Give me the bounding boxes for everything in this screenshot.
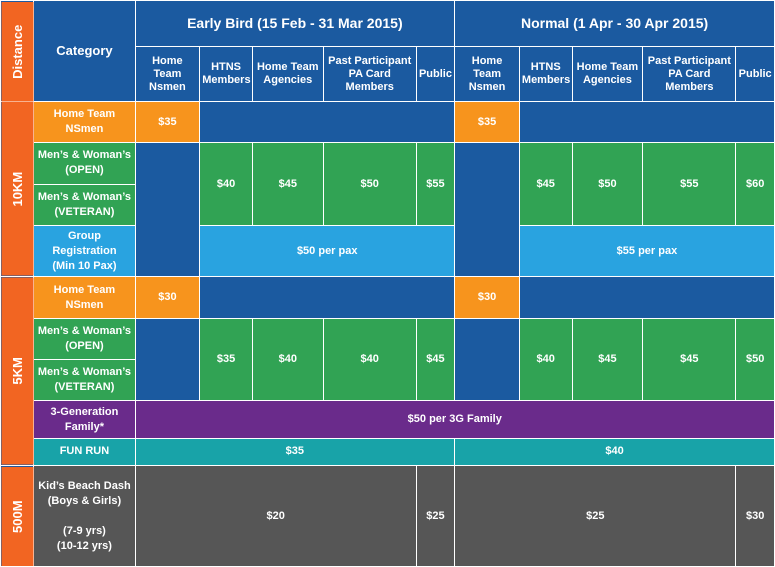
empty-cell — [134, 142, 201, 278]
empty-cell — [199, 100, 456, 144]
price-5km-three-gen: $50 per 3G Family — [134, 400, 775, 439]
normal-col-home-team-agencies: Home Team Agencies — [571, 46, 644, 102]
early-bird-header: Early Bird (15 Feb - 31 Mar 2015) — [134, 0, 456, 48]
empty-cell — [518, 276, 775, 319]
early-col-home-team-agencies: Home Team Agencies — [251, 46, 324, 102]
price-10km-group-early: $50 per pax — [199, 224, 456, 278]
empty-cell — [454, 317, 520, 402]
category-veteran-5km: Men’s & Woman’s (VETERAN) — [33, 359, 136, 402]
price-10km-normal-public: $60 — [735, 142, 775, 226]
price-10km-early-agencies: $45 — [251, 142, 324, 226]
early-col-home-team-nsmen: Home Team Nsmen — [134, 46, 201, 102]
category-kids-beach-dash: Kid’s Beach Dash (Boys & Girls) (7-9 yrs… — [33, 465, 136, 567]
price-10km-group-normal: $55 per pax — [518, 224, 775, 278]
price-5km-normal-public: $50 — [735, 317, 775, 402]
early-col-public: Public — [415, 46, 456, 102]
empty-cell — [134, 317, 201, 402]
price-5km-early-public: $45 — [415, 317, 456, 402]
category-group-registration: Group Registration (Min 10 Pax) — [33, 224, 136, 278]
price-5km-fun-run-early: $35 — [134, 437, 456, 467]
category-header: Category — [33, 0, 136, 102]
distance-10km: 10KM — [0, 101, 34, 277]
price-5km-early-past-participant: $40 — [322, 317, 417, 402]
category-fun-run: FUN RUN — [33, 437, 136, 467]
price-10km-ht-nsmen-normal: $35 — [454, 100, 520, 144]
empty-cell — [454, 142, 520, 278]
price-10km-ht-nsmen-early: $35 — [134, 100, 201, 144]
category-ht-nsmen-5km: Home Team NSmen — [33, 276, 136, 319]
normal-header: Normal (1 Apr - 30 Apr 2015) — [454, 0, 775, 48]
normal-col-past-participant: Past Participant PA Card Members — [642, 46, 737, 102]
category-ht-nsmen-10km: Home Team NSmen — [33, 100, 136, 144]
price-500m-normal-main: $25 — [454, 465, 737, 567]
price-5km-fun-run-normal: $40 — [454, 437, 775, 467]
price-5km-ht-nsmen-normal: $30 — [454, 276, 520, 319]
early-col-past-participant: Past Participant PA Card Members — [322, 46, 417, 102]
price-5km-early-htns: $35 — [199, 317, 253, 402]
price-10km-normal-agencies: $50 — [571, 142, 644, 226]
price-500m-early-main: $20 — [134, 465, 417, 567]
distance-header: Distance — [0, 0, 34, 102]
price-10km-early-htns: $40 — [199, 142, 253, 226]
price-5km-normal-htns: $40 — [518, 317, 573, 402]
empty-cell — [199, 276, 456, 319]
category-three-generation-family: 3-Generation Family* — [33, 400, 136, 439]
price-10km-early-past-participant: $50 — [322, 142, 417, 226]
empty-cell — [518, 100, 775, 144]
distance-500m: 500M — [0, 465, 34, 567]
price-500m-normal-public: $30 — [735, 465, 775, 567]
category-open-5km: Men’s & Woman’s (OPEN) — [33, 317, 136, 361]
normal-col-home-team-nsmen: Home Team Nsmen — [454, 46, 520, 102]
category-open-10km: Men’s & Woman’s (OPEN) — [33, 142, 136, 185]
price-500m-early-public: $25 — [415, 465, 456, 567]
distance-5km: 5KM — [0, 276, 34, 466]
price-10km-early-public: $55 — [415, 142, 456, 226]
price-10km-normal-htns: $45 — [518, 142, 573, 226]
early-col-htns-members: HTNS Members — [199, 46, 253, 102]
price-5km-early-agencies: $40 — [251, 317, 324, 402]
price-10km-normal-past-participant: $55 — [642, 142, 737, 226]
price-5km-normal-past-participant: $45 — [642, 317, 737, 402]
price-5km-ht-nsmen-early: $30 — [134, 276, 201, 319]
price-5km-normal-agencies: $45 — [571, 317, 644, 402]
category-veteran-10km: Men’s & Woman’s (VETERAN) — [33, 183, 136, 226]
normal-col-htns-members: HTNS Members — [518, 46, 573, 102]
normal-col-public: Public — [735, 46, 775, 102]
